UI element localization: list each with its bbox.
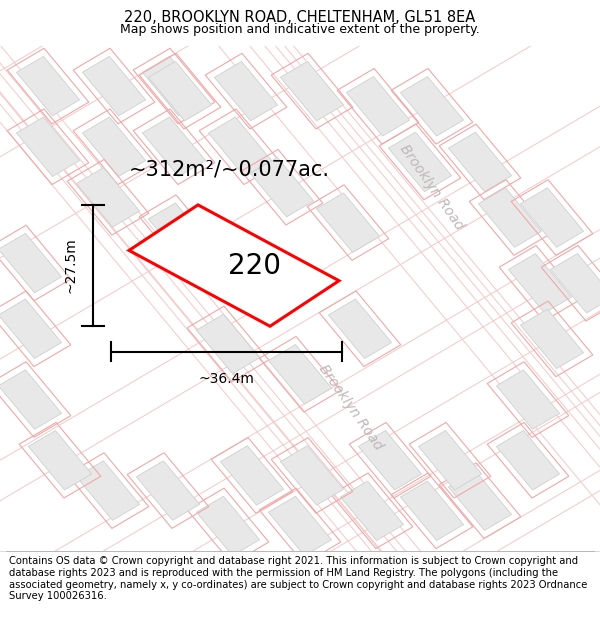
Polygon shape	[280, 446, 344, 505]
Polygon shape	[220, 446, 284, 505]
Polygon shape	[0, 299, 62, 359]
Polygon shape	[148, 61, 212, 121]
Polygon shape	[142, 117, 206, 176]
Polygon shape	[136, 461, 200, 520]
Polygon shape	[316, 193, 380, 253]
Polygon shape	[328, 299, 392, 359]
Polygon shape	[520, 188, 584, 248]
Polygon shape	[16, 117, 80, 176]
Polygon shape	[448, 132, 512, 192]
Polygon shape	[520, 309, 584, 369]
Polygon shape	[208, 117, 272, 176]
Text: Brooklyn Road: Brooklyn Road	[397, 142, 467, 232]
Polygon shape	[400, 77, 464, 136]
Polygon shape	[268, 344, 332, 404]
Polygon shape	[478, 188, 542, 248]
Polygon shape	[76, 168, 140, 227]
Polygon shape	[0, 233, 62, 292]
Polygon shape	[508, 254, 572, 313]
Polygon shape	[82, 117, 146, 176]
Polygon shape	[400, 481, 464, 541]
Polygon shape	[82, 56, 146, 116]
Polygon shape	[268, 496, 332, 556]
Polygon shape	[358, 431, 422, 490]
Polygon shape	[28, 431, 92, 490]
Polygon shape	[448, 471, 512, 531]
Polygon shape	[196, 314, 260, 374]
Polygon shape	[214, 61, 278, 121]
Polygon shape	[388, 132, 452, 192]
Polygon shape	[346, 77, 410, 136]
Polygon shape	[496, 431, 560, 490]
Polygon shape	[418, 431, 482, 490]
Polygon shape	[550, 254, 600, 313]
Polygon shape	[280, 61, 344, 121]
Text: Map shows position and indicative extent of the property.: Map shows position and indicative extent…	[120, 22, 480, 36]
Polygon shape	[250, 158, 314, 217]
Text: ~27.5m: ~27.5m	[64, 238, 78, 294]
Polygon shape	[496, 370, 560, 429]
Polygon shape	[0, 370, 62, 429]
Text: ~36.4m: ~36.4m	[199, 372, 254, 386]
Text: 220: 220	[229, 252, 281, 279]
Text: Brooklyn Road: Brooklyn Road	[316, 362, 386, 452]
Polygon shape	[340, 481, 404, 541]
Polygon shape	[129, 205, 339, 326]
Text: 220, BROOKLYN ROAD, CHELTENHAM, GL51 8EA: 220, BROOKLYN ROAD, CHELTENHAM, GL51 8EA	[124, 10, 476, 25]
Polygon shape	[76, 461, 140, 520]
Polygon shape	[148, 203, 212, 262]
Text: ~312m²/~0.077ac.: ~312m²/~0.077ac.	[129, 159, 330, 179]
Polygon shape	[196, 496, 260, 556]
Polygon shape	[16, 56, 80, 116]
Text: Contains OS data © Crown copyright and database right 2021. This information is : Contains OS data © Crown copyright and d…	[9, 556, 587, 601]
Polygon shape	[142, 56, 206, 116]
